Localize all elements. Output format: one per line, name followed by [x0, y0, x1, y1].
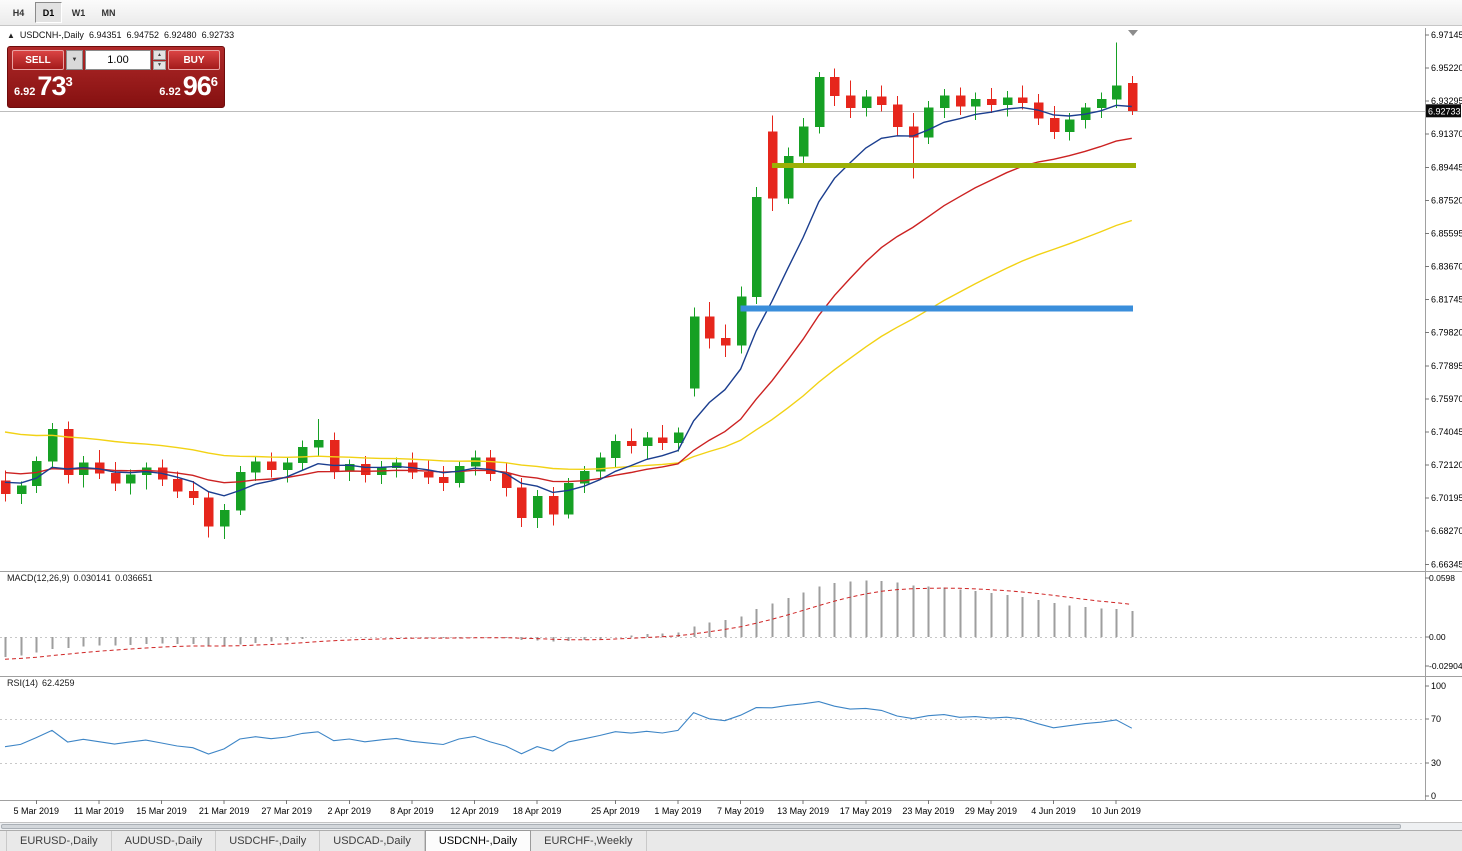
volume-step-down-icon[interactable]: ▼ — [153, 60, 166, 70]
buy-price-prefix: 6.92 — [159, 86, 181, 98]
timeframe-button-mn[interactable]: MN — [101, 7, 116, 18]
chart-ohlc-header: ▲ USDCNH-,Daily 6.94351 6.94752 6.92480 … — [7, 30, 234, 40]
one-click-trading-panel: SELL ▼ ▲ ▼ BUY 6.92 73 3 6.92 96 6 — [7, 46, 225, 108]
symbol-title: USDCNH-,Daily — [19, 30, 84, 40]
tab-audusd-daily[interactable]: AUDUSD-,Daily — [112, 831, 217, 851]
tab-eurusd-daily[interactable]: EURUSD-,Daily — [6, 831, 112, 851]
scrollbar-thumb[interactable] — [1, 824, 1401, 829]
macd-value-main: 0.030141 — [73, 573, 112, 583]
sell-button[interactable]: SELL — [12, 50, 64, 70]
buy-price-big: 96 — [182, 71, 212, 101]
sell-price-pipette: 3 — [65, 74, 73, 89]
ohlc-low: 6.92480 — [164, 30, 197, 40]
chart-background — [0, 26, 1462, 822]
sell-price-big: 73 — [37, 71, 66, 101]
horizontal-scrollbar[interactable] — [0, 822, 1462, 830]
volume-step-up-icon[interactable]: ▲ — [153, 50, 166, 60]
macd-name: MACD(12,26,9) — [7, 573, 70, 583]
volume-stepper: ▲ ▼ — [153, 50, 166, 70]
timeframe-button-w1[interactable]: W1 — [71, 7, 86, 18]
buy-price-pipette: 6 — [210, 74, 218, 89]
timeframe-button-h4[interactable]: H4 — [12, 7, 25, 18]
rsi-indicator-label: RSI(14) 62.4259 — [7, 678, 79, 688]
rsi-value: 62.4259 — [42, 678, 75, 688]
macd-value-signal: 0.036651 — [115, 573, 153, 583]
tab-usdcnh-daily[interactable]: USDCNH-,Daily — [424, 830, 532, 851]
tab-usdcad-daily[interactable]: USDCAD-,Daily — [320, 831, 425, 851]
rsi-name: RSI(14) — [7, 678, 39, 688]
ohlc-high: 6.94752 — [126, 30, 160, 40]
timeframe-toolbar: H4 D1 W1 MN — [0, 0, 1462, 26]
sell-quote[interactable]: 6.92 73 3 — [14, 71, 73, 102]
sell-price-prefix: 6.92 — [14, 86, 36, 98]
oneclick-collapse-icon[interactable]: ▲ — [7, 30, 15, 40]
volume-dropdown-icon[interactable]: ▼ — [66, 50, 83, 70]
timeframe-button-d1[interactable]: D1 — [35, 2, 62, 23]
tab-eurchf-weekly[interactable]: EURCHF-,Weekly — [531, 831, 647, 851]
ohlc-open: 6.94351 — [88, 30, 122, 40]
macd-indicator-label: MACD(12,26,9) 0.030141 0.036651 — [7, 573, 157, 583]
chart-tabs-bar: EURUSD-,Daily AUDUSD-,Daily USDCHF-,Dail… — [0, 830, 1462, 851]
tab-usdchf-daily[interactable]: USDCHF-,Daily — [216, 831, 321, 851]
buy-button[interactable]: BUY — [168, 50, 220, 70]
buy-quote[interactable]: 6.92 96 6 — [159, 71, 218, 102]
ohlc-close: 6.92733 — [201, 30, 235, 40]
volume-input[interactable] — [85, 50, 151, 70]
